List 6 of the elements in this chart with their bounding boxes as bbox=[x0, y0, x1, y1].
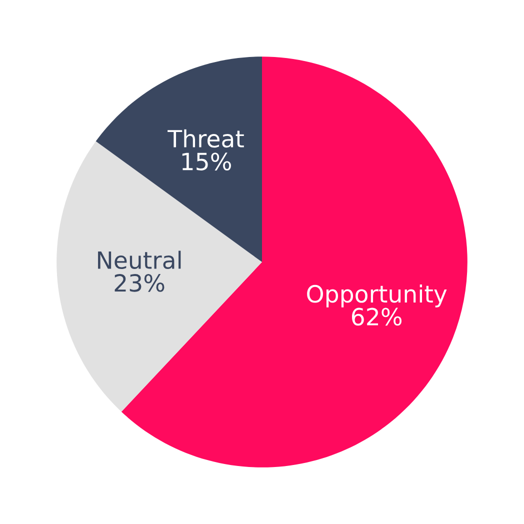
slice-label: Opportunity bbox=[307, 284, 447, 308]
slice-label: Neutral bbox=[98, 250, 181, 270]
data-label: 62% bbox=[352, 308, 402, 326]
data-label: 15% bbox=[182, 152, 231, 170]
slice-label: Threat bbox=[168, 129, 244, 148]
data-label: 23% bbox=[114, 274, 164, 292]
